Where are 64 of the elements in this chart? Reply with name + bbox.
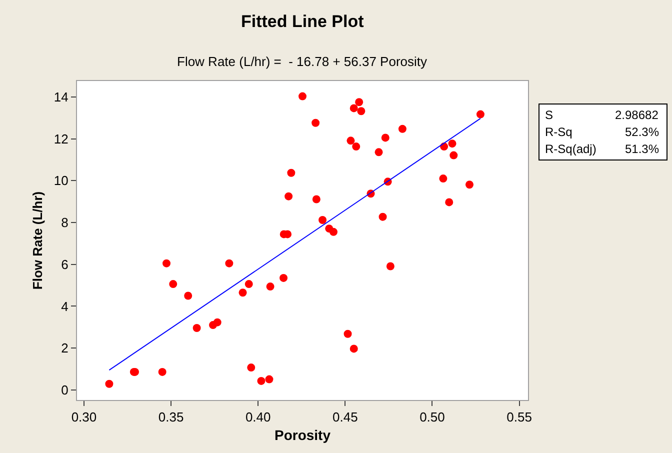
point <box>257 376 266 385</box>
point <box>312 195 320 204</box>
x-tick-label: 0.30 <box>71 410 97 425</box>
point <box>158 368 166 376</box>
x-axis-title: Porosity <box>274 426 331 443</box>
y-tick-label: 0 <box>61 382 68 398</box>
point <box>450 151 458 160</box>
y-tick-label: 6 <box>61 256 68 272</box>
chart-title: Fitted Line Plot <box>241 12 364 31</box>
x-tick-label: 0.50 <box>420 410 445 425</box>
x-tick-label: 0.40 <box>245 410 271 425</box>
point <box>213 318 222 326</box>
point <box>357 107 366 116</box>
y-tick-label: 2 <box>61 340 68 356</box>
point <box>344 330 352 338</box>
text: R-Sq(adj) <box>545 142 596 156</box>
point <box>266 282 274 291</box>
y-tick-label: 12 <box>54 131 68 146</box>
x-tick-label: 0.55 <box>506 410 532 425</box>
point <box>445 198 454 206</box>
text: S <box>545 108 554 122</box>
point <box>355 98 364 106</box>
text: 51.3% <box>625 142 660 156</box>
point <box>284 192 293 200</box>
point <box>265 375 274 384</box>
point <box>280 274 288 282</box>
y-tick-label: 14 <box>54 89 68 104</box>
point <box>381 134 390 142</box>
point <box>162 259 170 268</box>
y-axis-title: Flow Rate (L/hr) <box>30 191 45 290</box>
point <box>374 148 383 156</box>
point <box>287 168 296 177</box>
point <box>448 140 456 148</box>
text: 52.3% <box>625 125 660 139</box>
point <box>105 380 114 388</box>
point <box>465 180 474 189</box>
y-tick-label: 4 <box>61 298 68 314</box>
point <box>350 104 358 112</box>
point <box>312 118 320 127</box>
point <box>184 292 192 300</box>
point <box>350 344 358 353</box>
x-tick-label: 0.45 <box>332 410 358 425</box>
point <box>352 142 360 151</box>
y-tick-label: 10 <box>54 173 68 188</box>
point <box>386 262 394 270</box>
x-tick-label: 0.35 <box>158 410 184 425</box>
text: 2.98682 <box>615 108 659 122</box>
point <box>439 174 448 183</box>
point <box>346 136 355 145</box>
chart-subtitle: Flow Rate (L/hr) = - 16.78 + 56.37 Porosity <box>177 54 428 69</box>
point <box>238 288 247 297</box>
point <box>378 212 387 221</box>
point <box>169 280 178 288</box>
point <box>244 280 253 288</box>
point <box>247 364 256 372</box>
point <box>330 228 338 236</box>
point <box>192 324 201 332</box>
text: R-Sq <box>545 125 572 139</box>
y-tick-label: 8 <box>61 215 68 230</box>
point <box>298 92 306 100</box>
point <box>476 110 484 118</box>
point <box>398 124 406 133</box>
point <box>225 259 234 268</box>
point <box>318 216 327 224</box>
